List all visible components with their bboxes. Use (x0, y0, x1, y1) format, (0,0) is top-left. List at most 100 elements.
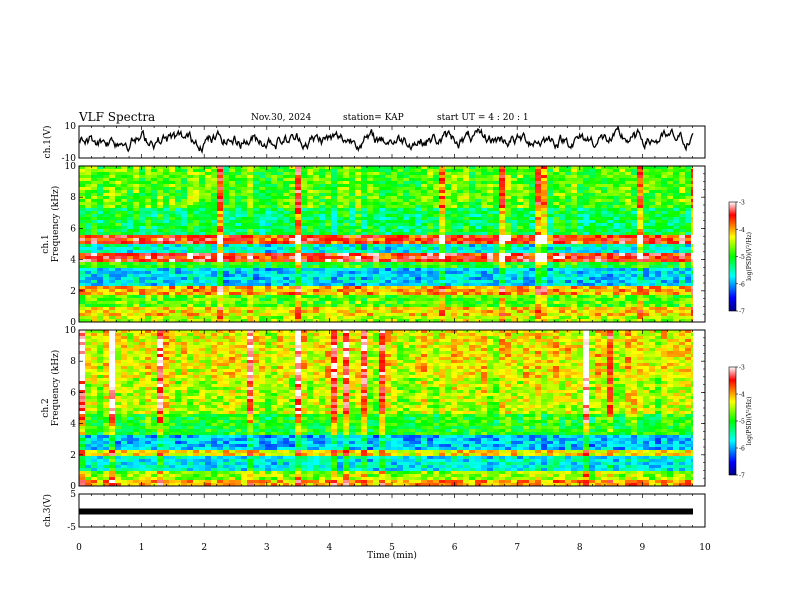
spectro-cell (637, 280, 643, 283)
spectro-cell (445, 238, 451, 241)
spectro-cell (283, 307, 289, 310)
spectro-cell (583, 166, 589, 169)
spectro-cell (169, 217, 175, 220)
spectro-cell (595, 220, 601, 223)
spectro-cell (403, 256, 409, 259)
spectro-cell (325, 274, 331, 277)
spectro-cell (565, 196, 571, 199)
spectro-cell (91, 193, 97, 196)
spectro-cell (349, 292, 355, 295)
spectro-cell (595, 256, 601, 259)
spectro-cell (217, 283, 223, 286)
spectro-cell (247, 262, 253, 265)
spectro-cell (469, 268, 475, 271)
spectro-cell (523, 277, 529, 280)
spectro-cell (133, 235, 139, 238)
spectro-cell (469, 172, 475, 175)
spectro-cell (607, 193, 613, 196)
spectro-cell (325, 247, 331, 250)
spectro-cell (253, 202, 259, 205)
spectro-cell (199, 190, 205, 193)
spectro-cell (295, 166, 301, 169)
spectro-cell (559, 232, 565, 235)
spectro-cell (499, 241, 505, 244)
spectro-cell (487, 184, 493, 187)
spectro-cell (313, 307, 319, 310)
spectro-cell (415, 169, 421, 172)
spectro-cell (427, 202, 433, 205)
spectro-cell (463, 256, 469, 259)
spectro-cell (565, 202, 571, 205)
spectro-cell (199, 301, 205, 304)
spectro-cell (379, 262, 385, 265)
spectro-cell (139, 265, 145, 268)
spectro-cell (301, 178, 307, 181)
spectro-cell (547, 295, 553, 298)
spectro-cell (499, 280, 505, 283)
spectro-cell (97, 238, 103, 241)
spectro-cell (451, 184, 457, 187)
spectro-cell (241, 283, 247, 286)
spectro-cell (367, 301, 373, 304)
spectro-cell (481, 307, 487, 310)
spectro-cell (463, 304, 469, 307)
spectro-cell (595, 253, 601, 256)
spectro-cell (235, 208, 241, 211)
spectro-cell (511, 262, 517, 265)
spectro-cell (589, 169, 595, 172)
spectro-cell (469, 241, 475, 244)
spectro-cell (397, 214, 403, 217)
spectro-cell (439, 184, 445, 187)
spectro-cell (457, 265, 463, 268)
spectro-cell (589, 232, 595, 235)
spectro-cell (325, 181, 331, 184)
spectro-cell (355, 202, 361, 205)
spectro-cell (517, 187, 523, 190)
spectro-cell (523, 166, 529, 169)
spectro-cell (121, 283, 127, 286)
spectro-cell (379, 229, 385, 232)
spectro-cell (217, 217, 223, 220)
spectro-cell (163, 277, 169, 280)
spectro-cell (325, 298, 331, 301)
spectro-cell (259, 205, 265, 208)
spectro-cell (295, 271, 301, 274)
spectro-cell (673, 268, 679, 271)
spectro-cell (379, 247, 385, 250)
spectro-cell (121, 226, 127, 229)
spectro-cell (541, 274, 547, 277)
spectro-cell (217, 220, 223, 223)
spectro-cell (577, 175, 583, 178)
spectro-cell (187, 235, 193, 238)
spectro-cell (103, 301, 109, 304)
spectro-cell (361, 181, 367, 184)
spectro-cell (571, 307, 577, 310)
spectro-cell (487, 193, 493, 196)
spectro-cell (115, 277, 121, 280)
spectro-cell (133, 280, 139, 283)
spectro-cell (607, 253, 613, 256)
spectro-cell (259, 211, 265, 214)
spectro-cell (319, 199, 325, 202)
spectro-cell (91, 208, 97, 211)
spectro-cell (625, 280, 631, 283)
spectro-cell (271, 304, 277, 307)
spectro-cell (679, 277, 685, 280)
spectro-cell (265, 190, 271, 193)
spectro-cell (151, 268, 157, 271)
spectro-cell (337, 220, 343, 223)
spectro-cell (265, 220, 271, 223)
spectro-cell (415, 226, 421, 229)
spectro-cell (421, 190, 427, 193)
spectro-cell (601, 298, 607, 301)
spectro-cell (133, 184, 139, 187)
spectro-cell (511, 172, 517, 175)
spectro-cell (343, 226, 349, 229)
spectro-cell (505, 202, 511, 205)
spectro-cell (307, 199, 313, 202)
spectro-cell (349, 286, 355, 289)
spectro-cell (133, 166, 139, 169)
spectro-cell (559, 298, 565, 301)
spectro-cell (577, 190, 583, 193)
spectro-cell (397, 289, 403, 292)
